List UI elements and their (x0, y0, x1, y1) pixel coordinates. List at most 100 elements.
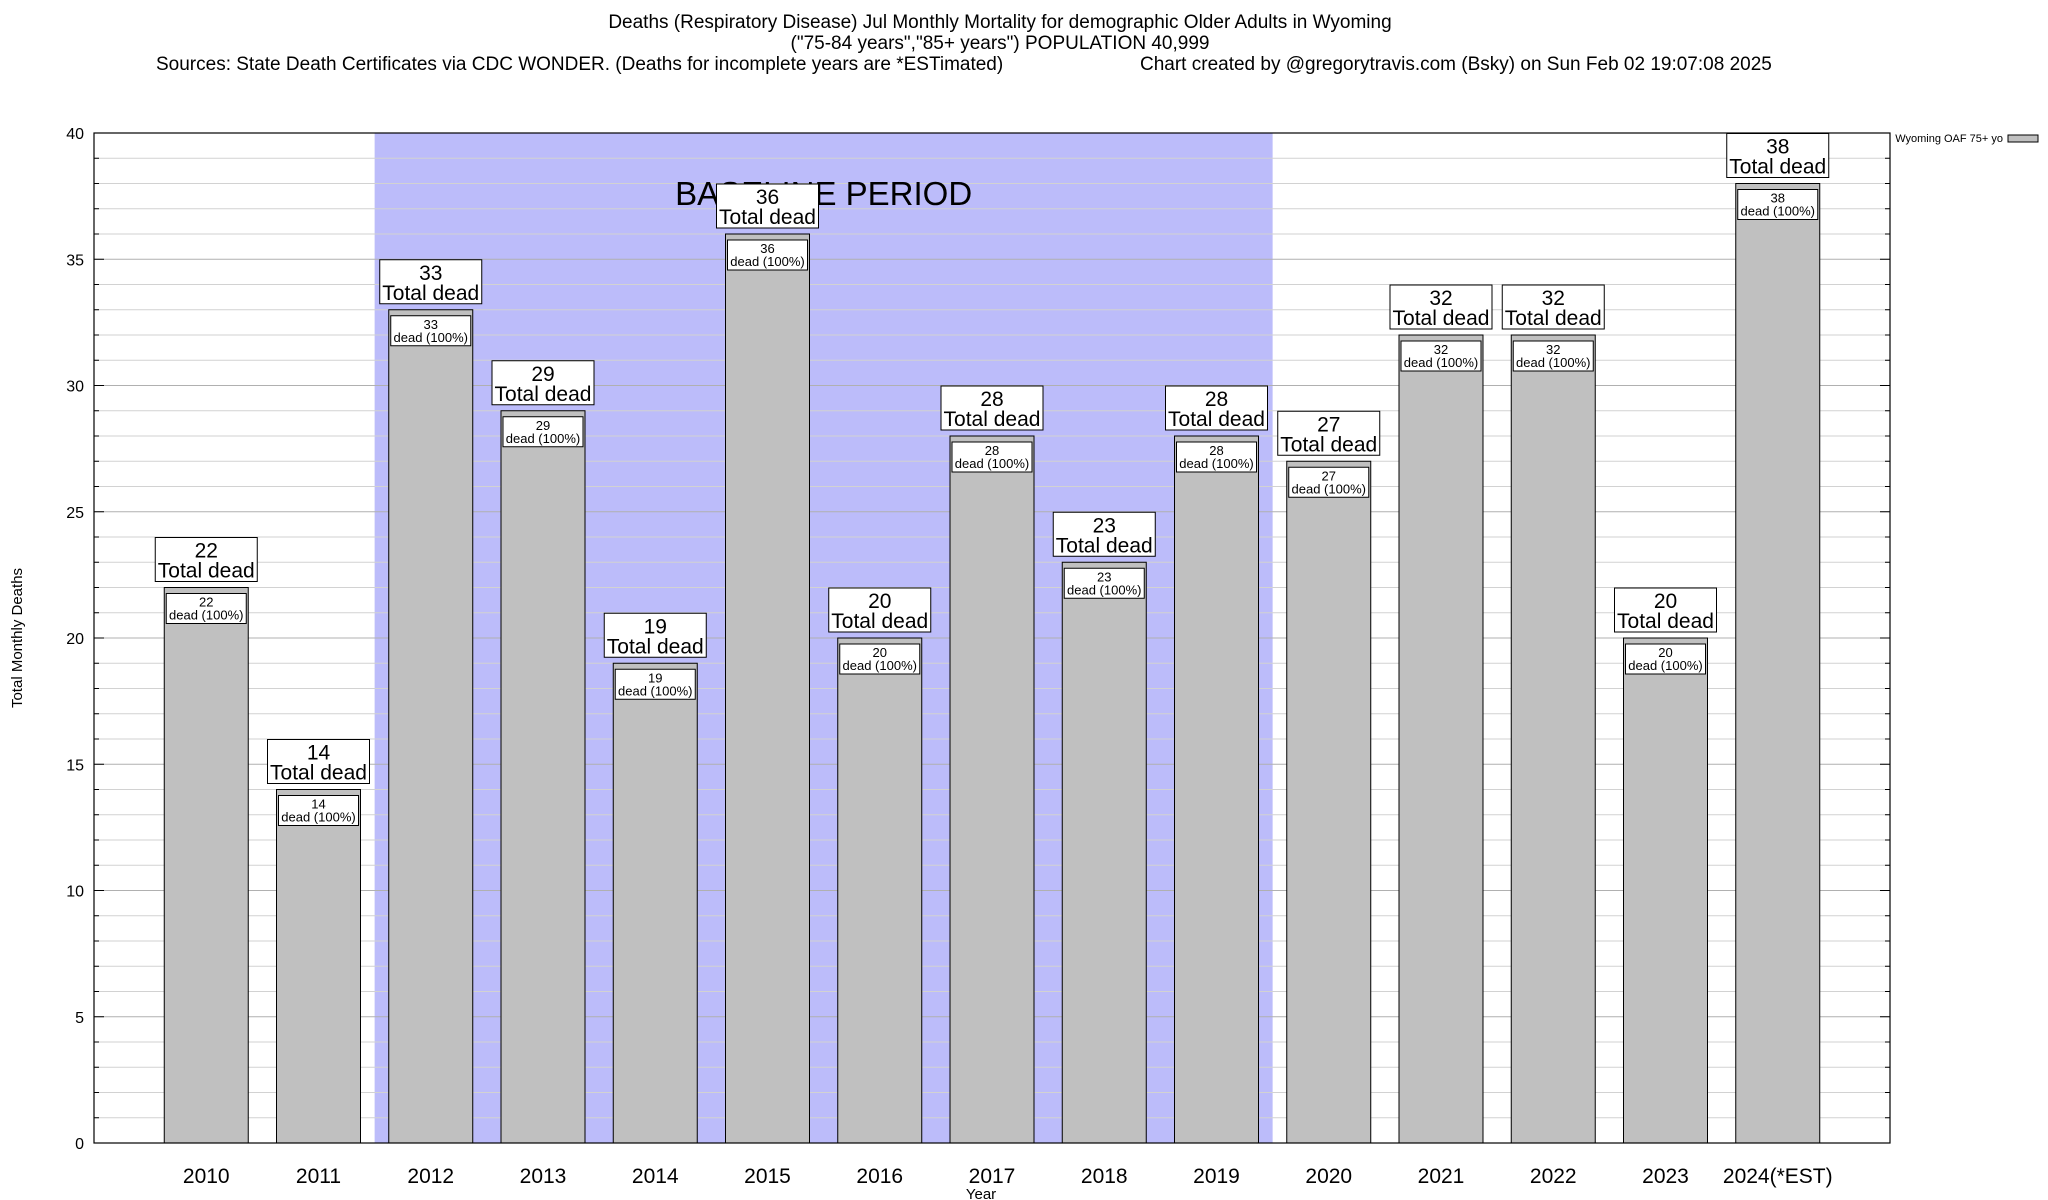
x-tick-label: 2019 (1193, 1165, 1240, 1188)
y-tick-label: 40 (66, 126, 84, 143)
x-tick-label: 2011 (296, 1165, 341, 1188)
bar-inner-label-box (1063, 567, 1145, 599)
bar-inner-percent-label: dead (100%) (394, 330, 468, 345)
bar-total-text-label: Total dead (719, 206, 816, 229)
bar-total-value-label: 14 (307, 742, 331, 765)
bar-inner-value-label: 32 (1546, 342, 1560, 357)
bar-total-text-label: Total dead (1280, 433, 1377, 456)
bar-total-label-box (1277, 410, 1381, 456)
bar-total-value-label: 32 (1429, 287, 1452, 310)
x-axis-label: Year (966, 1186, 996, 1200)
bar (725, 233, 810, 1144)
bar (1735, 183, 1821, 1144)
bar-total-label-box (267, 739, 370, 784)
bar-inner-value-label: 36 (760, 241, 774, 256)
chart-credit: Chart created by @gregorytravis.com (Bsk… (1140, 54, 1772, 75)
legend-swatch (2007, 134, 2039, 143)
chart-title-line-1: Deaths (Respiratory Disease) Jul Monthly… (608, 12, 1392, 33)
bar-inner-label-box (390, 315, 472, 347)
bar (1398, 334, 1484, 1144)
x-tick-label: 2018 (1081, 1165, 1128, 1188)
bar-total-value-label: 29 (531, 363, 554, 386)
bar-inner-percent-label: dead (100%) (1292, 481, 1366, 496)
bar-inner-label-box (1512, 340, 1594, 372)
chart-title: Deaths (Respiratory Disease) Jul Monthly… (0, 12, 2000, 54)
bar-total-value-label: 28 (1205, 388, 1228, 411)
x-tick-label: 2024(*EST) (1723, 1165, 1833, 1188)
bar-inner-label-box (951, 441, 1033, 473)
y-tick-label: 35 (66, 252, 84, 269)
bar-total-text-label: Total dead (1393, 307, 1490, 330)
bar-total-text-label: Total dead (1505, 307, 1602, 330)
y-tick-label: 20 (66, 631, 84, 648)
bar (837, 637, 923, 1144)
bar-inner-value-label: 28 (1209, 443, 1223, 458)
bar-total-value-label: 36 (756, 186, 779, 209)
bar-total-value-label: 19 (644, 615, 667, 638)
bar (949, 435, 1035, 1144)
bar (1623, 637, 1708, 1144)
bar-inner-value-label: 27 (1322, 468, 1336, 483)
bar-total-value-label: 28 (980, 388, 1003, 411)
bar-total-label-box (940, 385, 1044, 431)
bar-inner-label-box (1176, 441, 1257, 473)
bar-total-label-box (1052, 511, 1156, 557)
bar-inner-value-label: 32 (1434, 342, 1448, 357)
bar-inner-percent-label: dead (100%) (618, 683, 692, 698)
bar-total-text-label: Total dead (158, 560, 255, 583)
bar-inner-percent-label: dead (100%) (1179, 456, 1253, 471)
x-tick-label: 2014 (632, 1165, 679, 1188)
bar-total-text-label: Total dead (1168, 408, 1265, 431)
bar-inner-value-label: 28 (985, 443, 999, 458)
bar-inner-percent-label: dead (100%) (1628, 658, 1702, 673)
x-tick-label: 2012 (407, 1165, 454, 1188)
bar-inner-label-box (614, 668, 696, 700)
bar-total-value-label: 33 (419, 262, 442, 285)
bar-total-label-box (154, 537, 258, 582)
bar-inner-value-label: 20 (1658, 645, 1672, 660)
bar (163, 587, 249, 1144)
bar-total-value-label: 20 (1654, 590, 1677, 613)
bar-inner-percent-label: dead (100%) (843, 658, 917, 673)
bar (276, 789, 361, 1144)
y-tick-label: 5 (75, 1010, 84, 1027)
y-tick-label: 25 (66, 505, 84, 522)
bar (500, 410, 586, 1144)
bar-total-label-box (1614, 587, 1717, 633)
bar-total-label-box (1389, 284, 1493, 330)
y-tick-label: 10 (66, 884, 84, 901)
bar (388, 309, 474, 1144)
bar-inner-percent-label: dead (100%) (1741, 204, 1815, 219)
bar-total-value-label: 23 (1093, 514, 1116, 537)
bar-inner-percent-label: dead (100%) (1404, 355, 1478, 370)
bar (1061, 561, 1147, 1144)
bar-inner-label-box (278, 795, 359, 826)
bar-total-label-box (828, 587, 932, 633)
bar-total-text-label: Total dead (831, 610, 928, 633)
bar-total-text-label: Total dead (944, 408, 1041, 431)
bar-total-text-label: Total dead (270, 762, 367, 785)
bar (612, 662, 698, 1144)
bar-inner-percent-label: dead (100%) (506, 431, 580, 446)
bar-inner-percent-label: dead (100%) (955, 456, 1029, 471)
bar-inner-value-label: 14 (311, 797, 325, 812)
bar-total-text-label: Total dead (495, 383, 592, 406)
bar-total-label-box (716, 183, 819, 229)
x-tick-label: 2015 (744, 1165, 791, 1188)
bar-inner-label-box (165, 593, 247, 624)
bar-inner-label-box (1288, 466, 1370, 498)
bar-inner-label-box (1625, 643, 1706, 675)
bar (1286, 460, 1372, 1144)
bar-total-value-label: 32 (1542, 287, 1565, 310)
bar-total-label-box (603, 612, 707, 658)
bar-total-text-label: Total dead (382, 282, 479, 305)
y-tick-label: 0 (75, 1136, 84, 1153)
bar-total-label-box (491, 360, 595, 406)
bar-inner-value-label: 20 (873, 645, 887, 660)
y-tick-label: 15 (66, 757, 84, 774)
x-tick-label: 2017 (969, 1165, 1016, 1188)
x-tick-label: 2022 (1530, 1165, 1577, 1188)
bar-total-value-label: 27 (1317, 413, 1340, 436)
bar-inner-value-label: 29 (536, 418, 550, 433)
